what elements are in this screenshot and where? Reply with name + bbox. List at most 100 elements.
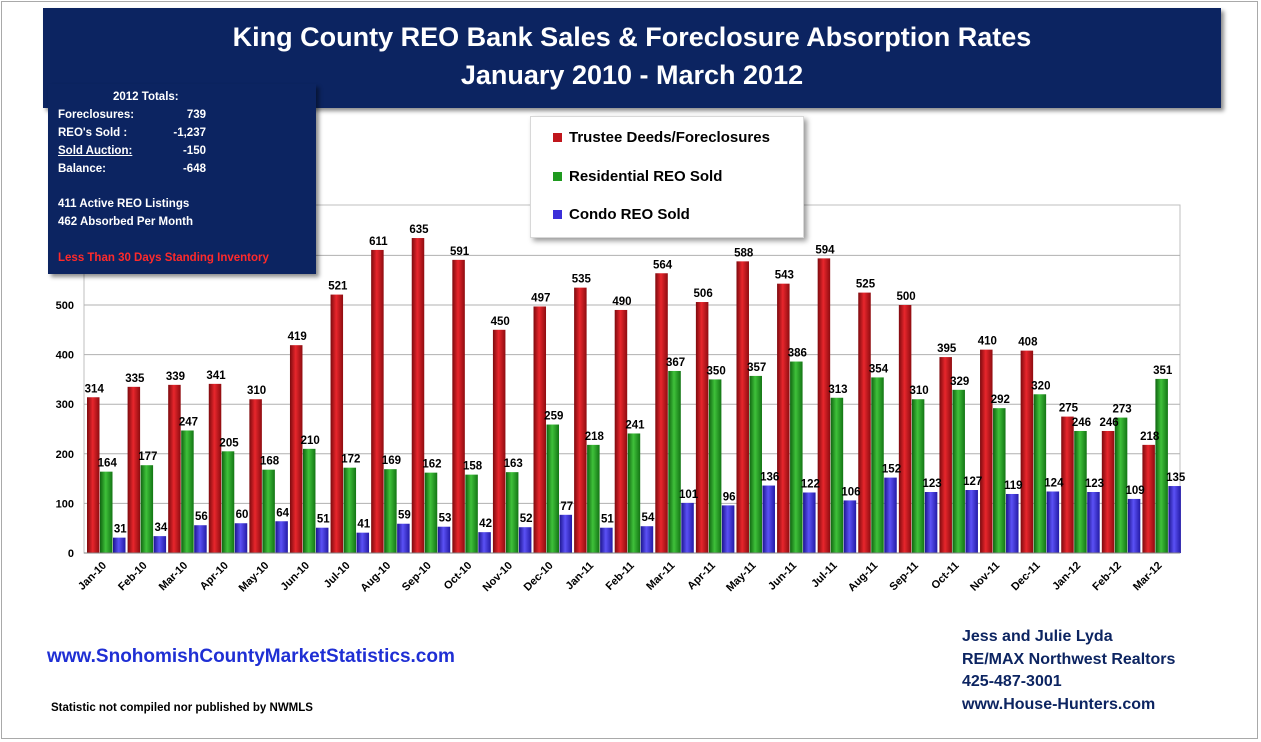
data-label: 77 [560, 501, 573, 513]
contact-names: Jess and Julie Lyda [962, 628, 1113, 645]
footer-website-link[interactable]: www.SnohomishCountyMarketStatistics.com [47, 646, 455, 667]
data-label: 419 [288, 331, 307, 343]
bar-foreclosures [777, 283, 790, 553]
x-tick-label: May-10 [237, 560, 272, 595]
bar-foreclosures [1101, 430, 1115, 553]
bar-residential [546, 424, 560, 553]
legend-swatch [553, 171, 562, 181]
bar-condo [518, 527, 532, 553]
legend-swatch [553, 132, 562, 142]
data-label: 594 [815, 244, 835, 256]
data-label: 354 [869, 363, 889, 375]
bar-foreclosures [574, 287, 587, 553]
bar-foreclosures [208, 383, 222, 553]
bar-residential [424, 472, 438, 553]
x-tick-label: Sep-11 [887, 560, 921, 594]
totals-value: -150 [182, 145, 206, 157]
contact-phone: 425-487-3001 [962, 673, 1062, 690]
x-tick-label: Mar-12 [1131, 560, 1165, 594]
bar-residential [1074, 430, 1087, 553]
data-label: 635 [409, 224, 429, 236]
data-label: 162 [422, 459, 441, 471]
data-label: 52 [520, 513, 533, 525]
data-label: 521 [328, 281, 348, 293]
bar-condo [356, 532, 370, 553]
data-label: 246 [1099, 417, 1118, 429]
x-tick-label: Mar-10 [157, 560, 191, 594]
bar-foreclosures [330, 294, 344, 553]
data-label: 335 [125, 373, 145, 385]
data-label: 172 [341, 454, 360, 466]
x-tick-label: Dec-10 [522, 560, 556, 594]
bar-condo [1046, 491, 1060, 553]
data-label: 42 [479, 518, 492, 530]
bar-foreclosures [614, 309, 628, 553]
bar-condo [113, 537, 126, 553]
data-label: 210 [301, 435, 320, 447]
x-tick-label: Dec-11 [1009, 560, 1043, 594]
bar-condo [1168, 486, 1181, 553]
totals-row-sold-auction: Sold Auction: -150 [58, 145, 206, 157]
data-label: 259 [544, 411, 563, 423]
bar-residential [952, 389, 965, 553]
x-tick-label: Aug-11 [846, 560, 880, 594]
totals-value: 739 [186, 109, 206, 121]
x-tick-label: Feb-10 [116, 560, 150, 594]
bar-foreclosures [87, 397, 100, 553]
chart-subtitle: January 2010 - March 2012 [460, 60, 804, 90]
totals-value: -1,237 [173, 127, 206, 139]
y-tick-label: 500 [56, 300, 74, 312]
bar-foreclosures [817, 258, 831, 553]
contact-company: RE/MAX Northwest Realtors [962, 650, 1176, 668]
x-tick-label: Jun-10 [279, 560, 313, 594]
x-tick-label: Jul-10 [322, 560, 353, 591]
bar-residential [993, 408, 1006, 553]
data-label: 59 [398, 510, 411, 522]
data-label: 246 [1072, 417, 1091, 429]
bar-condo [843, 500, 857, 553]
x-tick-label: Sep-10 [400, 560, 434, 594]
bar-residential [1033, 394, 1047, 553]
y-tick-label: 300 [56, 399, 74, 411]
totals-label: Balance: [58, 163, 106, 175]
bar-residential [181, 430, 194, 553]
contact-website-link[interactable]: www.House-Hunters.com [962, 695, 1156, 713]
data-label: 218 [585, 431, 605, 443]
data-label: 386 [788, 348, 807, 360]
bar-residential [911, 399, 925, 553]
x-tick-label: Oct-10 [442, 560, 475, 593]
data-label: 395 [937, 343, 957, 355]
bar-condo [762, 485, 775, 553]
bar-condo [884, 477, 897, 553]
chart-legend: Trustee Deeds/Foreclosures Residential R… [530, 116, 804, 238]
bar-condo [803, 492, 816, 553]
data-label: 163 [504, 458, 523, 470]
bar-residential [505, 472, 519, 553]
bar-foreclosures [898, 305, 912, 553]
data-label: 205 [219, 437, 239, 449]
bar-residential [1155, 378, 1168, 553]
bar-condo [478, 532, 491, 553]
totals-heading: 2012 Totals: [113, 91, 179, 103]
data-label: 96 [723, 491, 736, 503]
chart-title: King County REO Bank Sales & Foreclosure… [232, 22, 1032, 52]
data-label: 122 [801, 478, 820, 490]
data-label: 357 [747, 362, 766, 374]
data-labels: 3141643133517734339247563412056031016864… [85, 224, 1186, 536]
active-listings-text: 411 Active REO Listings [58, 198, 190, 210]
data-label: 64 [276, 507, 289, 519]
bar-condo [924, 491, 938, 553]
totals-value: -648 [182, 163, 206, 175]
bar-foreclosures [858, 292, 871, 553]
bar-foreclosures [168, 384, 181, 553]
bar-foreclosures [655, 273, 668, 553]
bar-residential [871, 377, 884, 553]
footer-note: Statistic not compiled nor published by … [51, 702, 313, 714]
bar-residential [1114, 417, 1128, 553]
totals-label: Foreclosures: [58, 109, 135, 121]
bar-condo [194, 525, 207, 553]
data-label: 339 [166, 371, 185, 383]
legend-swatch [553, 209, 562, 219]
bar-foreclosures [289, 345, 303, 553]
data-label: 320 [1031, 380, 1050, 392]
